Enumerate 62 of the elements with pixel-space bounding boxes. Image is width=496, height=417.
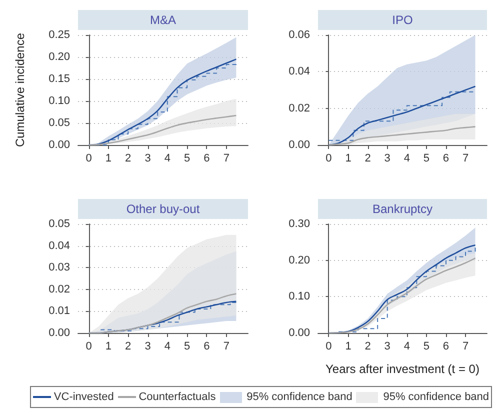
y-tick-label: 0.04 <box>48 240 70 252</box>
x-tick-label: 6 <box>442 152 450 164</box>
text: 95% confidence band <box>246 391 352 403</box>
x-tick-label: 7 <box>223 340 230 352</box>
x-tick-label: 5 <box>423 340 430 352</box>
chart-title: Other buy-out <box>126 202 200 216</box>
x-tick-label: 3 <box>384 340 390 352</box>
x-tick-label: 6 <box>442 340 450 352</box>
y-tick-label: 0.20 <box>48 51 70 63</box>
y-tick-label: 0.05 <box>48 218 70 230</box>
x-tick-label: 7 <box>462 340 469 352</box>
x-tick-label: 6 <box>204 340 210 352</box>
y-tick-label: 0.25 <box>48 29 70 41</box>
chart-title: IPO <box>392 13 413 27</box>
y-axis-title: Cumulative incidence <box>13 32 27 148</box>
x-tick-label: 1 <box>105 340 112 352</box>
y-tick-label: 0.05 <box>48 117 70 129</box>
x-tick-label: 4 <box>164 340 170 352</box>
x-tick-label: 1 <box>345 152 352 164</box>
x-tick-label: 6 <box>204 152 210 164</box>
legend-label: Counterfactuals <box>138 391 216 403</box>
x-tick-label: 3 <box>144 152 151 164</box>
y-tick-label: 0.20 <box>288 254 310 266</box>
y-tick-label: 0.10 <box>48 95 70 107</box>
chart-title: M&A <box>150 13 176 27</box>
x-tick-label: 4 <box>404 340 410 352</box>
y-tick-label: 0.10 <box>288 290 310 303</box>
x-tick-label: 3 <box>384 152 390 164</box>
text: 95% confidence band <box>383 391 490 403</box>
x-tick-label: 0 <box>86 152 92 164</box>
x-axis-title: Years after investment (t = 0) <box>326 362 480 376</box>
x-tick-label: 1 <box>345 340 352 352</box>
x-tick-label: 3 <box>144 340 151 352</box>
x-tick-label: 1 <box>105 152 112 164</box>
x-tick-label: 5 <box>184 152 190 164</box>
x-tick-label: 2 <box>364 340 371 352</box>
x-tick-label: 7 <box>462 152 469 164</box>
x-tick-label: 2 <box>125 152 132 164</box>
y-tick-label: 0.30 <box>288 218 310 230</box>
x-tick-label: 5 <box>423 152 430 164</box>
y-tick-label: 0.01 <box>48 305 70 318</box>
x-tick-label: 0 <box>326 340 332 352</box>
y-tick-label: 0.00 <box>48 139 70 151</box>
legend-label: VC-invested <box>54 391 114 403</box>
x-tick-label: 2 <box>125 340 132 352</box>
y-tick-label: 0.00 <box>288 327 310 339</box>
x-tick-label: 4 <box>164 152 170 164</box>
x-tick-label: 0 <box>326 152 332 164</box>
y-tick-label: 0.00 <box>288 139 310 151</box>
y-tick-label: 0.02 <box>48 283 70 296</box>
x-tick-label: 7 <box>223 152 230 164</box>
chart-title: Bankruptcy <box>372 202 433 216</box>
y-tick-label: 0.02 <box>288 102 310 114</box>
y-tick-label: 0.00 <box>48 327 70 339</box>
x-tick-label: 2 <box>364 152 371 164</box>
y-tick-label: 0.04 <box>288 66 310 78</box>
x-tick-label: 0 <box>86 340 92 352</box>
x-tick-label: 4 <box>404 152 410 164</box>
x-tick-label: 5 <box>184 340 190 352</box>
y-tick-label: 0.15 <box>48 73 70 85</box>
y-tick-label: 0.03 <box>48 262 70 274</box>
y-tick-label: 0.06 <box>288 29 310 41</box>
